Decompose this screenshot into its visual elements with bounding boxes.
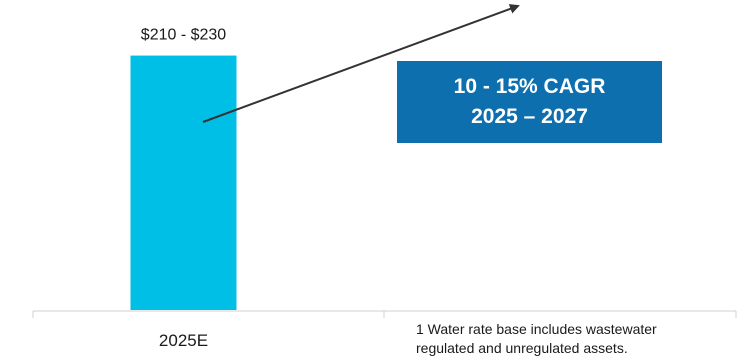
bar-value-label: $210 - $230 [141, 27, 227, 44]
cagr-callout: 10 - 15% CAGR 2025 – 2027 [397, 61, 662, 143]
x-tick-label: 2025E [159, 331, 208, 350]
bar [130, 55, 237, 310]
trend-arrow [202, 4, 520, 123]
cagr-callout-period: 2025 – 2027 [471, 105, 588, 128]
footnote-line-1: 1 Water rate base includes wastewater [416, 321, 657, 337]
footnote: 1 Water rate base includes wastewater re… [416, 320, 736, 358]
cagr-callout-rate: 10 - 15% CAGR [453, 75, 606, 98]
footnote-line-2: regulated and unregulated assets. [416, 340, 628, 356]
